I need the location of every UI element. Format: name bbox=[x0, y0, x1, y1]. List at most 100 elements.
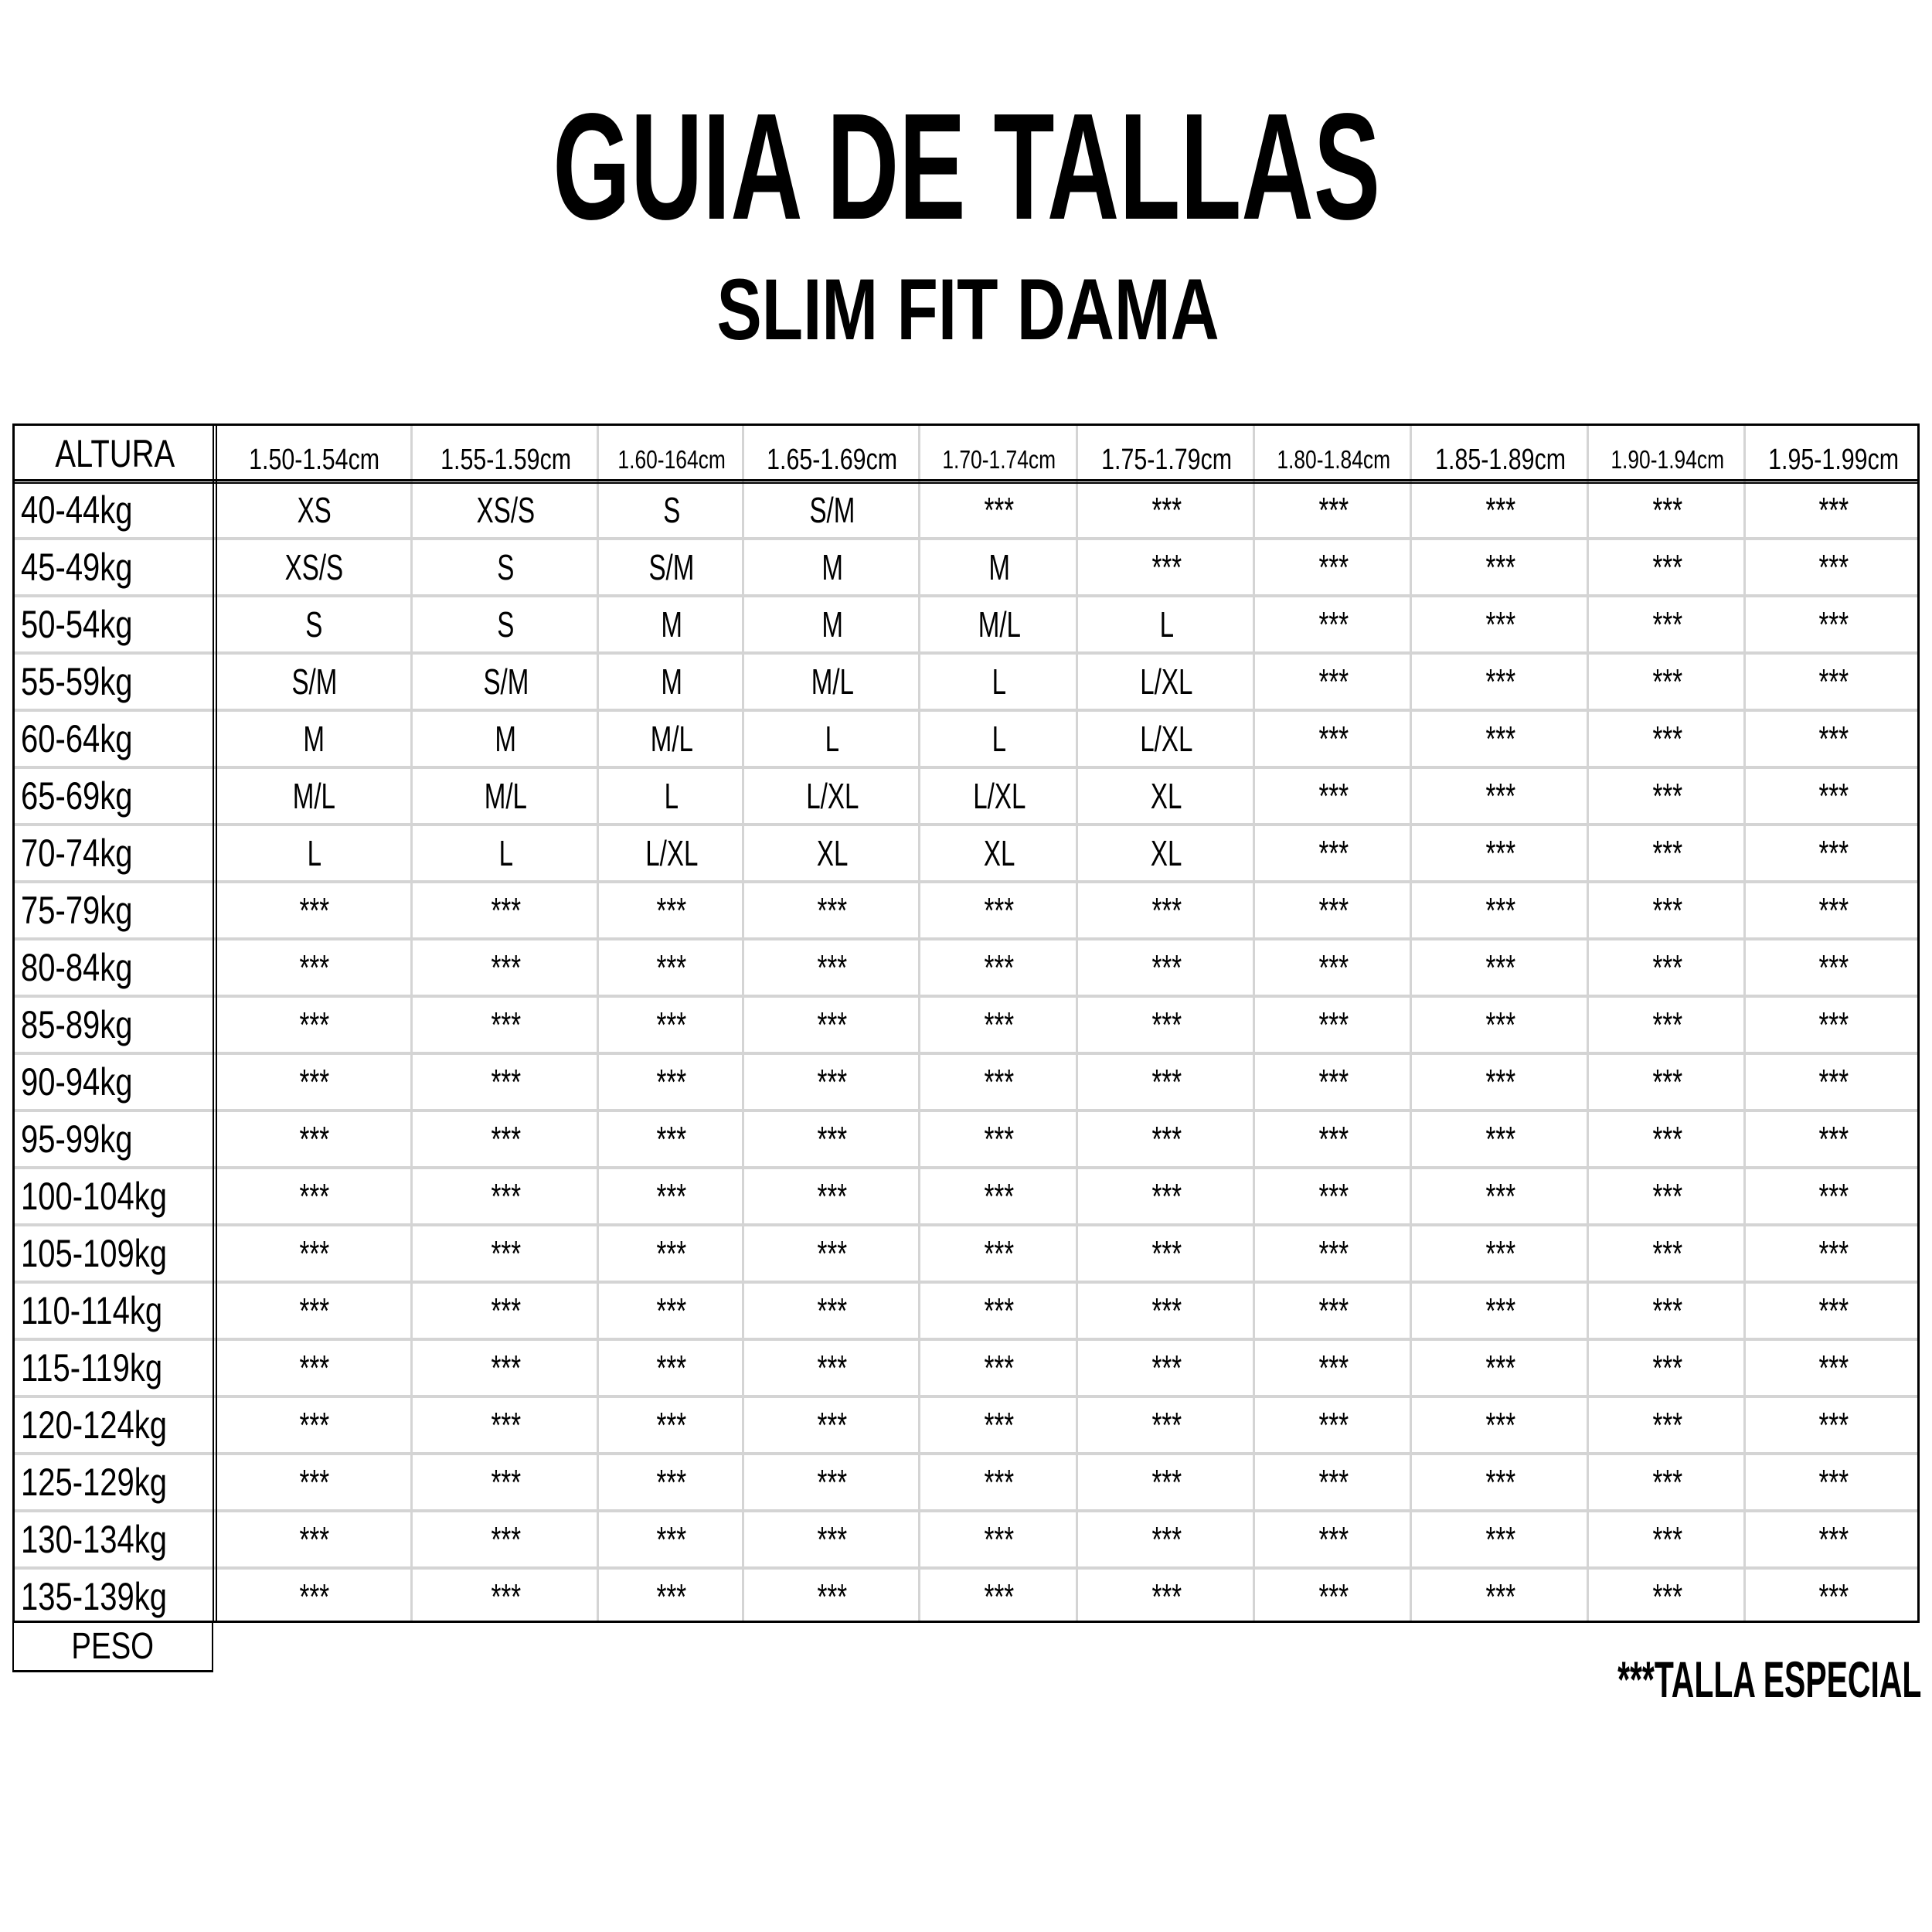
row-header-weight-text: 50-54kg bbox=[21, 603, 133, 646]
row-divider bbox=[15, 1395, 1917, 1398]
corner-header-altura-text: ALTURA bbox=[55, 432, 175, 475]
size-cell: *** bbox=[1078, 1111, 1255, 1168]
size-cell-text: S bbox=[497, 604, 515, 645]
column-divider bbox=[1410, 426, 1412, 1621]
size-cell-text: *** bbox=[299, 1005, 329, 1045]
row-header-weight: 95-99kg bbox=[15, 1111, 216, 1168]
size-cell: *** bbox=[1255, 882, 1412, 939]
size-cell: L bbox=[413, 825, 599, 882]
size-cell-text: *** bbox=[1652, 1176, 1682, 1216]
size-cell: *** bbox=[1255, 710, 1412, 767]
size-cell: *** bbox=[1589, 939, 1746, 996]
size-cell: *** bbox=[1589, 1111, 1746, 1168]
size-cell-text: *** bbox=[1652, 719, 1682, 759]
size-cell: *** bbox=[599, 1168, 744, 1225]
size-cell-text: *** bbox=[1485, 1233, 1515, 1274]
size-cell-text: *** bbox=[1485, 490, 1515, 530]
size-cell-text: *** bbox=[1318, 547, 1349, 587]
size-cell: *** bbox=[599, 1568, 744, 1625]
size-cell: XS/S bbox=[413, 481, 599, 539]
size-cell-text: *** bbox=[299, 890, 329, 930]
size-cell: *** bbox=[216, 1225, 413, 1282]
size-cell: *** bbox=[920, 1454, 1078, 1511]
size-cell-text: *** bbox=[817, 947, 848, 988]
row-divider bbox=[15, 537, 1917, 540]
size-cell-text: L bbox=[825, 719, 840, 759]
row-header-weight-text: 120-124kg bbox=[21, 1403, 168, 1447]
row-header-weight-text: 90-94kg bbox=[21, 1060, 133, 1104]
size-cell: *** bbox=[1589, 1339, 1746, 1396]
size-cell-text: XL bbox=[816, 833, 849, 873]
size-cell-text: S bbox=[497, 547, 515, 587]
size-cell-text: *** bbox=[1151, 1519, 1182, 1560]
column-divider bbox=[1253, 426, 1255, 1621]
size-cell: *** bbox=[1078, 882, 1255, 939]
size-cell: *** bbox=[1746, 1053, 1922, 1111]
column-header-text: 1.55-1.59cm bbox=[440, 443, 571, 476]
size-cell-text: *** bbox=[1318, 490, 1349, 530]
size-cell: *** bbox=[1589, 996, 1746, 1053]
size-cell: *** bbox=[1255, 1282, 1412, 1339]
size-cell: *** bbox=[413, 1111, 599, 1168]
size-cell: *** bbox=[413, 1454, 599, 1511]
size-cell: *** bbox=[1589, 1511, 1746, 1568]
size-cell-text: *** bbox=[1318, 947, 1349, 988]
column-divider bbox=[742, 426, 744, 1621]
size-cell: *** bbox=[1746, 825, 1922, 882]
row-header-weight-text: 65-69kg bbox=[21, 774, 133, 818]
size-cell-text: S/M bbox=[483, 662, 529, 702]
size-cell: S bbox=[413, 596, 599, 653]
size-cell: L bbox=[744, 710, 920, 767]
size-cell: *** bbox=[920, 1396, 1078, 1454]
size-cell-text: L/XL bbox=[972, 776, 1026, 816]
size-cell: *** bbox=[413, 1568, 599, 1625]
size-cell-text: *** bbox=[1652, 1291, 1682, 1331]
column-header-text: 1.95-1.99cm bbox=[1768, 443, 1900, 476]
size-cell-text: *** bbox=[984, 1348, 1015, 1388]
size-cell: *** bbox=[599, 1396, 744, 1454]
size-cell-text: *** bbox=[1151, 890, 1182, 930]
size-cell-text: *** bbox=[984, 890, 1015, 930]
size-cell: XS bbox=[216, 481, 413, 539]
row-divider bbox=[15, 594, 1917, 597]
size-cell: *** bbox=[1746, 539, 1922, 596]
row-header-weight-text: 55-59kg bbox=[21, 660, 133, 703]
size-cell: *** bbox=[599, 1053, 744, 1111]
size-cell-text: *** bbox=[299, 1291, 329, 1331]
size-cell: L bbox=[216, 825, 413, 882]
size-cell-text: *** bbox=[656, 890, 687, 930]
size-cell-text: XL bbox=[1151, 833, 1182, 873]
row-header-weight: 125-129kg bbox=[15, 1454, 216, 1511]
size-cell: *** bbox=[413, 882, 599, 939]
size-cell-text: *** bbox=[1151, 1405, 1182, 1445]
row-header-weight-text: 105-109kg bbox=[21, 1232, 168, 1275]
size-cell: *** bbox=[1746, 767, 1922, 825]
row-divider bbox=[15, 823, 1917, 826]
row-header-weight-text: 45-49kg bbox=[21, 546, 133, 589]
size-cell: *** bbox=[920, 1282, 1078, 1339]
size-cell-text: *** bbox=[1652, 1233, 1682, 1274]
size-cell-text: M/L bbox=[292, 776, 336, 816]
size-cell: S bbox=[413, 539, 599, 596]
size-cell-text: *** bbox=[1485, 1519, 1515, 1560]
size-cell: *** bbox=[216, 1396, 413, 1454]
page-subtitle: SLIM FIT DAMA bbox=[716, 261, 1219, 358]
weight-axis-label: PESO bbox=[12, 1623, 213, 1672]
size-cell-text: *** bbox=[817, 1519, 848, 1560]
column-header-text: 1.60-164cm bbox=[617, 445, 726, 474]
size-cell: *** bbox=[216, 1282, 413, 1339]
size-cell: *** bbox=[1746, 1511, 1922, 1568]
size-cell-text: *** bbox=[1485, 1348, 1515, 1388]
size-cell-text: *** bbox=[1485, 547, 1515, 587]
column-header-text: 1.80-1.84cm bbox=[1277, 445, 1390, 474]
size-cell: S/M bbox=[599, 539, 744, 596]
size-cell-text: *** bbox=[1485, 1405, 1515, 1445]
size-cell: *** bbox=[1746, 1282, 1922, 1339]
size-cell: *** bbox=[413, 1053, 599, 1111]
row-header-weight: 80-84kg bbox=[15, 939, 216, 996]
size-cell-text: *** bbox=[656, 947, 687, 988]
column-header-text: 1.85-1.89cm bbox=[1434, 443, 1566, 476]
row-header-weight-text: 110-114kg bbox=[21, 1289, 163, 1332]
size-cell-text: *** bbox=[817, 1062, 848, 1102]
size-cell: *** bbox=[1412, 1168, 1589, 1225]
